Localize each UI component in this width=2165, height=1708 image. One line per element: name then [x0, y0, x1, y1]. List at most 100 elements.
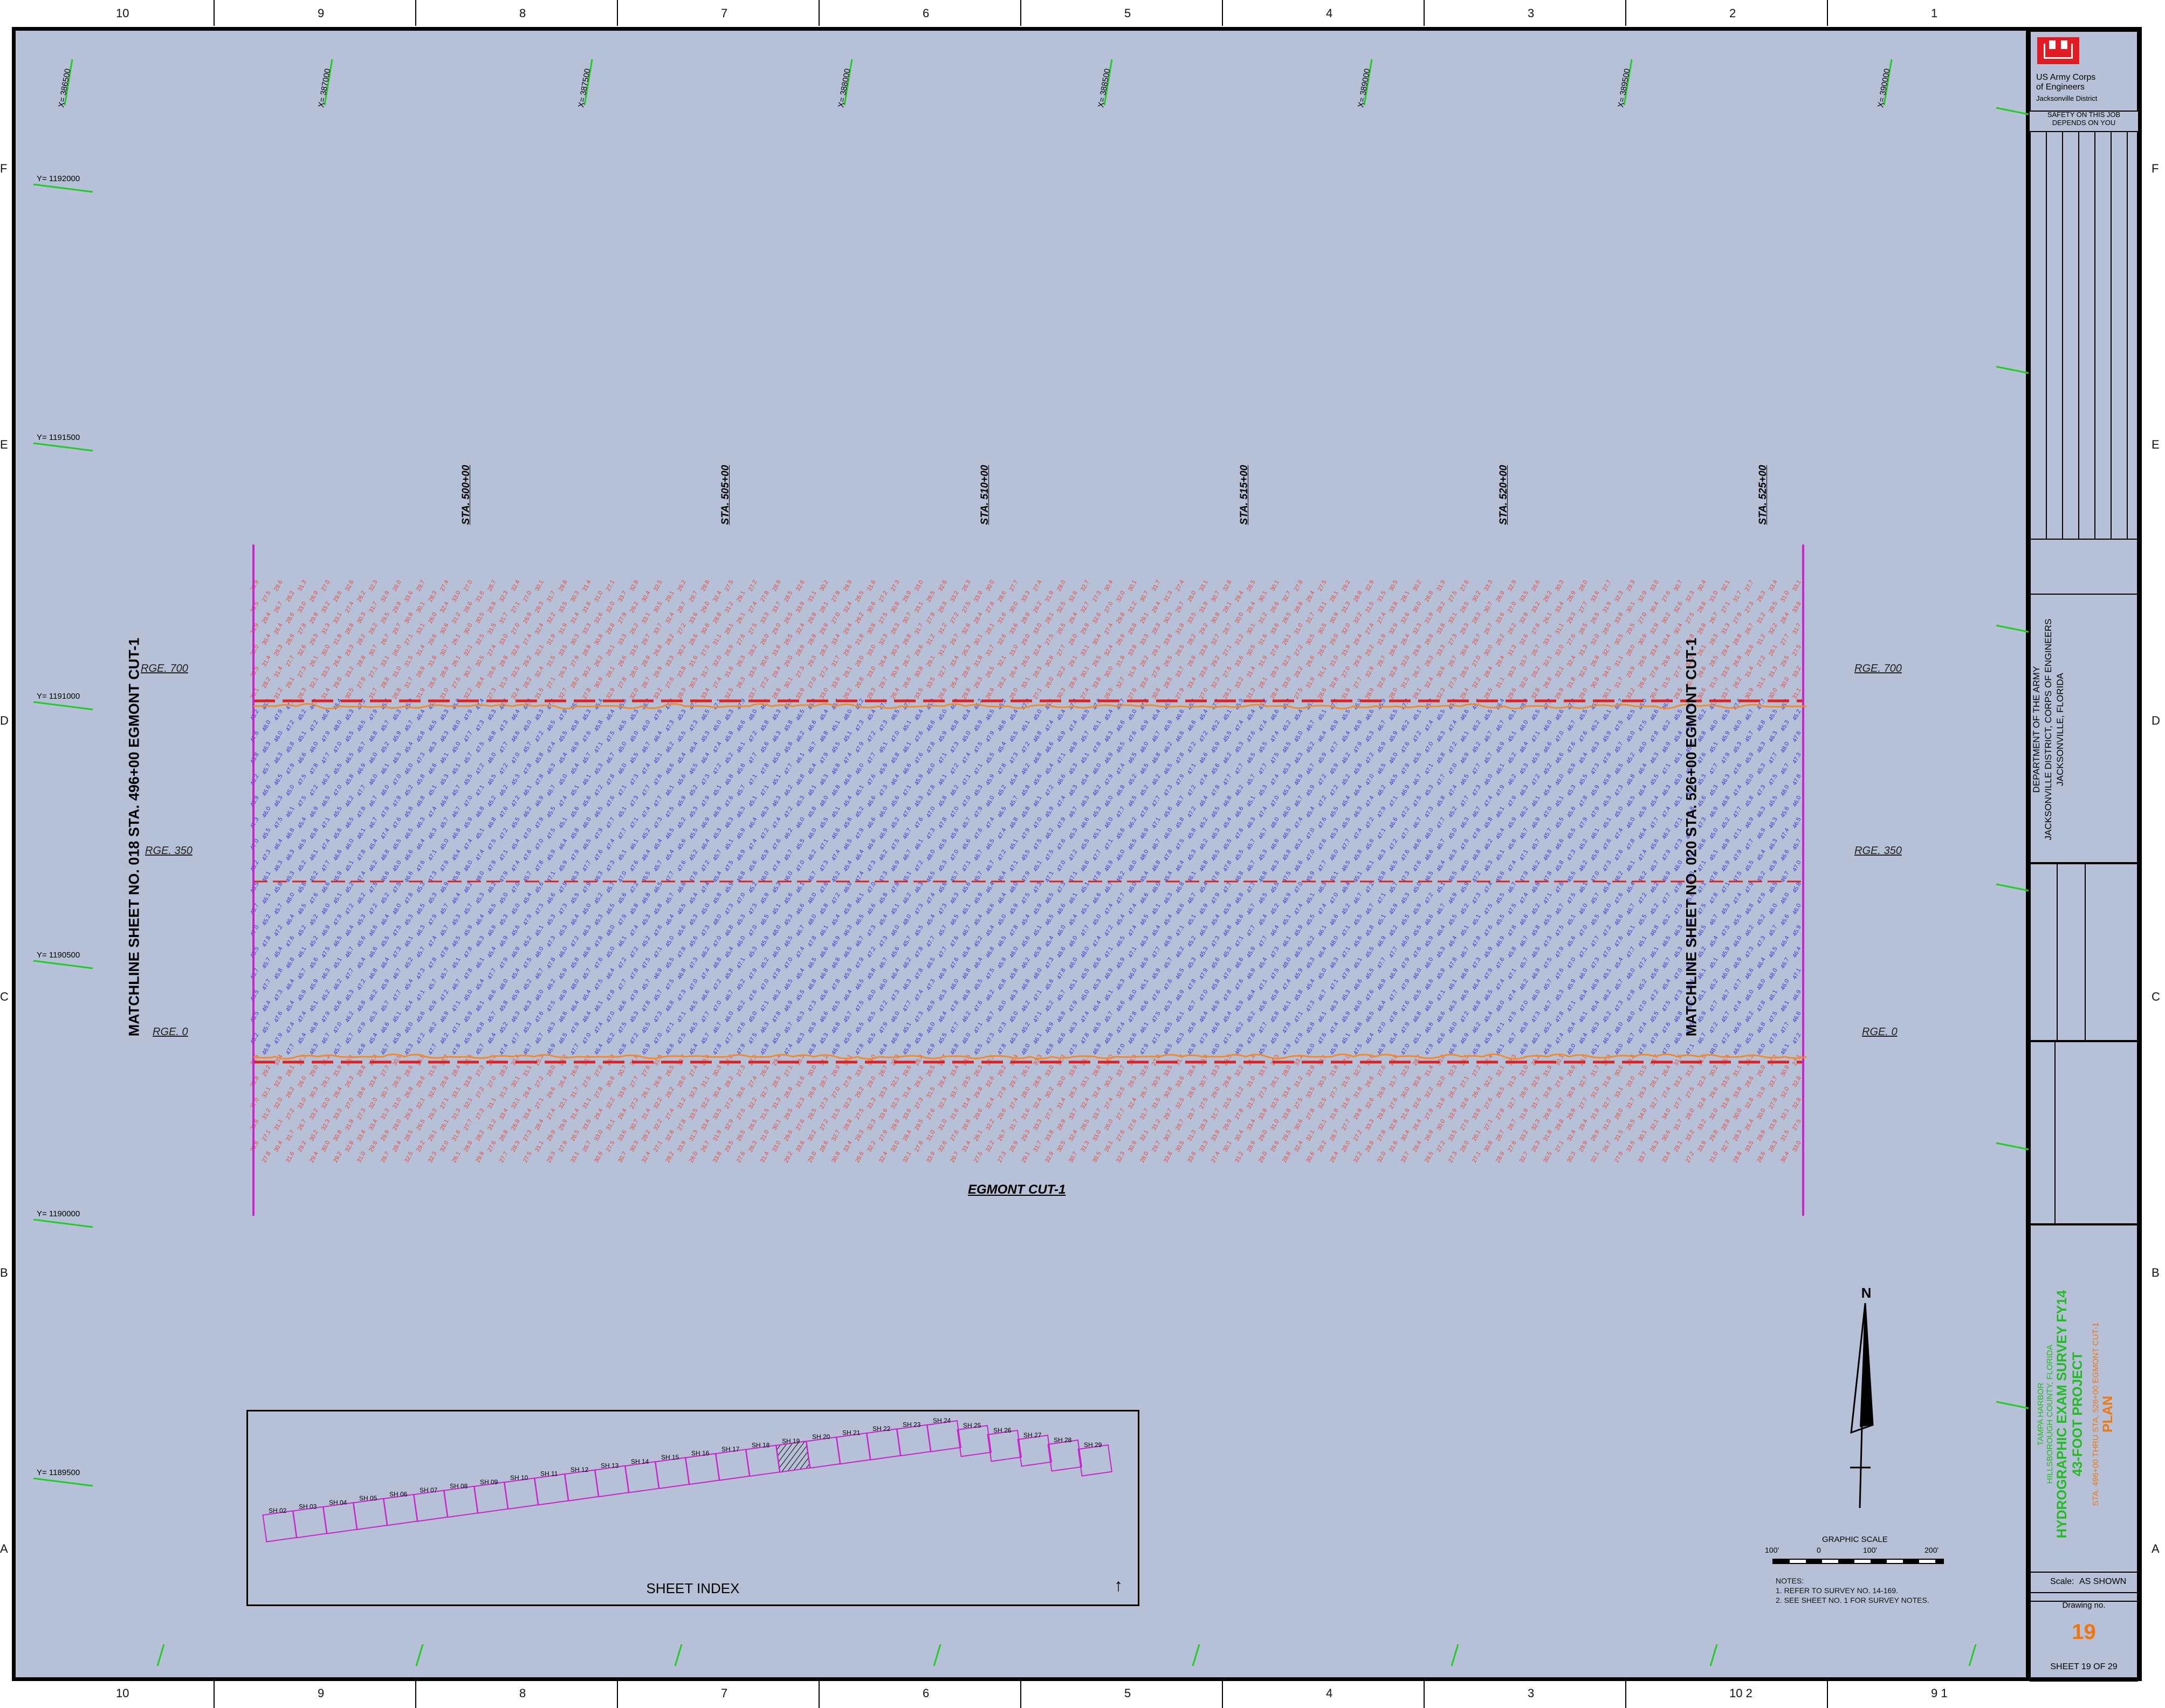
sounding-value: 45.5 — [546, 805, 557, 819]
sounding-value: 28.1 — [1400, 590, 1411, 603]
sounding-value: 46.5 — [1613, 762, 1625, 776]
sounding-value: 46.3 — [273, 859, 284, 873]
sounding-value: 46.0 — [1400, 935, 1411, 948]
sounding-value: 46.6 — [1518, 913, 1530, 927]
sounding-value: 47.4 — [1447, 719, 1459, 733]
sounding-value: 47.6 — [391, 816, 403, 830]
sounding-value: 29.9 — [1578, 1140, 1589, 1153]
sounding-value: 46.2 — [1020, 956, 1032, 970]
sounding-value: 47.0 — [605, 1010, 616, 1024]
sounding-value: 30.4 — [1234, 1129, 1245, 1142]
sounding-value: 31.6 — [1388, 1140, 1399, 1153]
sounding-value: 47.1 — [759, 1000, 771, 1013]
sounding-value: 45.4 — [510, 967, 521, 981]
sounding-value: 27.2 — [747, 579, 759, 593]
sounding-value: 45.3 — [546, 913, 557, 927]
sounding-value: 31.5 — [1637, 1064, 1648, 1078]
sounding-value: 47.0 — [510, 881, 521, 894]
sounding-value: 46.3 — [1590, 1021, 1601, 1035]
sounding-value: 46.8 — [285, 956, 296, 970]
sounding-value: 45.6 — [1139, 1000, 1150, 1013]
sounding-value: 46.5 — [427, 719, 438, 733]
sounding-value: 28.2 — [558, 1053, 569, 1067]
sounding-value: 47.3 — [1269, 946, 1281, 959]
sounding-value: 45.7 — [1388, 881, 1399, 894]
sounding-value: 27.0 — [522, 590, 533, 603]
sounding-value: 47.2 — [273, 924, 284, 938]
sounding-value: 47.7 — [1435, 773, 1447, 787]
sounding-value: 28.8 — [1732, 633, 1743, 646]
sounding-value: 47.0 — [1364, 773, 1376, 787]
sounding-value: 28.9 — [1186, 1086, 1198, 1099]
sheet-index-label: SH 22 — [872, 1425, 891, 1432]
sounding-value: 46.1 — [1459, 730, 1470, 743]
sounding-value: 46.0 — [1779, 978, 1791, 991]
sounding-value: 45.6 — [1210, 956, 1221, 970]
sounding-value: 26.0 — [1103, 1118, 1115, 1132]
sounding-value: 46.5 — [249, 989, 260, 1002]
sounding-value: 47.8 — [1447, 956, 1459, 970]
sounding-value: 45.7 — [1008, 795, 1020, 808]
border-top-number: 6 — [923, 6, 930, 20]
sounding-value: 31.5 — [1376, 590, 1387, 603]
sounding-value: 47.1 — [593, 741, 604, 754]
sounding-value: 45.1 — [1708, 741, 1720, 754]
sounding-value: 30.8 — [890, 601, 901, 614]
sounding-value: 47.3 — [652, 816, 664, 830]
sounding-value: 27.7 — [1341, 1118, 1352, 1132]
sounding-value: 46.2 — [1661, 827, 1672, 841]
sounding-value: 29.3 — [344, 644, 355, 657]
sounding-value: 46.5 — [1127, 752, 1138, 765]
sounding-value: 48.0 — [807, 913, 818, 927]
sounding-value: 47.2 — [1317, 795, 1328, 808]
sounding-value: 32.2 — [985, 1140, 996, 1153]
sounding-value: 46.6 — [558, 1010, 569, 1024]
sounding-value: 32.7 — [937, 665, 949, 679]
sounding-value: 26.2 — [1507, 622, 1518, 636]
sounding-value: 26.8 — [1744, 644, 1755, 657]
sounding-value: 26.8 — [854, 676, 865, 690]
sounding-value: 45.1 — [344, 859, 355, 873]
sounding-value: 46.5 — [688, 1000, 699, 1013]
sounding-value: 46.4 — [1779, 935, 1791, 948]
sounding-value: 45.8 — [1352, 762, 1364, 776]
sounding-value: 46.0 — [1554, 773, 1565, 787]
sounding-value: 31.1 — [842, 1053, 854, 1067]
sounding-value: 30.0 — [1435, 1118, 1447, 1132]
sounding-value: 47.2 — [1198, 730, 1209, 743]
sounding-value: 32.7 — [1602, 644, 1613, 657]
sounding-value: 26.4 — [1008, 665, 1020, 679]
sounding-value: 32.6 — [1068, 590, 1079, 603]
sounding-value: 28.7 — [1495, 1129, 1506, 1142]
sounding-value: 27.6 — [1459, 579, 1470, 593]
sounding-value: 47.9 — [1400, 762, 1411, 776]
sounding-value: 46.3 — [1210, 827, 1221, 841]
sounding-value: 31.2 — [937, 622, 949, 636]
sounding-value: 27.5 — [854, 1107, 865, 1121]
sounding-value: 46.0 — [273, 730, 284, 743]
sounding-value: 45.2 — [1625, 752, 1637, 765]
sounding-value: 47.4 — [795, 946, 806, 959]
sheet-index-cell — [564, 1469, 600, 1502]
sounding-value: 45.1 — [569, 784, 581, 797]
sounding-value: 47.8 — [1163, 849, 1174, 862]
sounding-value: 45.6 — [961, 881, 972, 894]
sounding-value: 29.5 — [1673, 687, 1684, 700]
sounding-value: 47.4 — [475, 849, 486, 862]
sounding-value: 31.4 — [641, 1107, 652, 1121]
sounding-value: 45.2 — [1590, 719, 1601, 733]
sounding-value: 47.9 — [534, 816, 545, 830]
sounding-value: 45.0 — [439, 838, 450, 851]
sounding-value: 32.7 — [1518, 1151, 1530, 1164]
sounding-value: 45.6 — [842, 816, 854, 830]
sounding-value: 46.0 — [581, 816, 593, 830]
sounding-value: 46.3 — [1518, 784, 1530, 797]
sounding-value: 30.1 — [973, 633, 984, 646]
sounding-value: 46.1 — [1530, 795, 1542, 808]
sounding-value: 45.1 — [1174, 1010, 1186, 1024]
sounding-value: 28.4 — [451, 1064, 462, 1078]
sounding-value: 45.2 — [297, 708, 308, 722]
sounding-value: 47.2 — [1530, 773, 1542, 787]
sounding-value: 45.9 — [1198, 903, 1209, 916]
sounding-value: 29.1 — [736, 590, 747, 603]
